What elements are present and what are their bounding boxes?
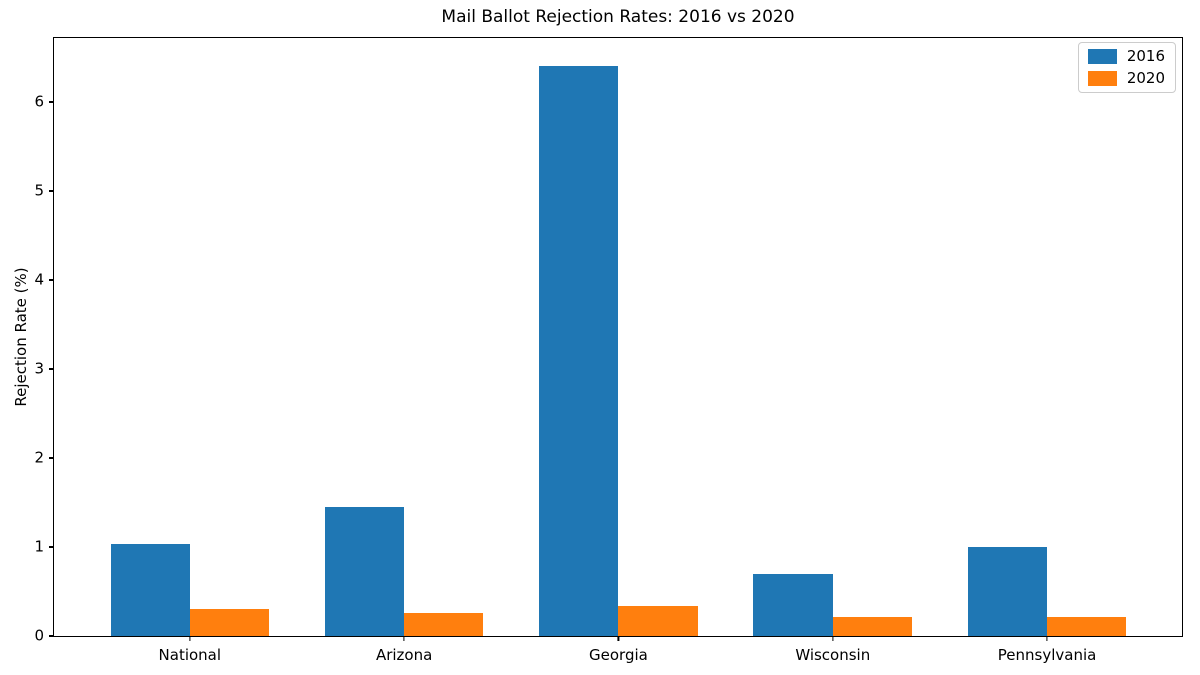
x-tick-label-pennsylvania: Pennsylvania [997, 646, 1097, 664]
legend-swatch-2020 [1087, 71, 1117, 86]
bar-2020-georgia [618, 605, 698, 636]
bar-2016-arizona [324, 506, 405, 636]
x-tick-label-georgia: Georgia [589, 646, 648, 664]
x-tick-mark-arizona [403, 636, 405, 641]
y-tick-mark-5 [49, 190, 54, 192]
legend-label-2020: 2020 [1126, 69, 1165, 87]
y-tick-label-0: 0 [34, 626, 44, 645]
y-tick-label-6: 6 [34, 92, 44, 111]
legend-swatch-2016 [1087, 49, 1117, 64]
bar-2016-national [110, 544, 190, 636]
y-tick-mark-3 [49, 368, 54, 370]
x-tick-label-arizona: Arizona [375, 646, 433, 664]
bar-2020-pennsylvania [1047, 617, 1127, 636]
y-tick-mark-2 [49, 457, 54, 459]
y-tick-label-1: 1 [34, 537, 44, 556]
legend: 2016 2020 [1077, 42, 1176, 93]
x-tick-mark-georgia [617, 636, 620, 641]
y-tick-mark-1 [49, 546, 54, 548]
plot-area: 2016 2020 0 1 2 3 4 5 6 National Arizona Georgia W… [34, 37, 1183, 664]
bar-2016-wisconsin [753, 573, 833, 636]
y-tick-mark-6 [49, 101, 54, 103]
bar-group-national [110, 38, 270, 636]
bar-group-georgia [539, 38, 698, 636]
bar-2016-pennsylvania [967, 547, 1048, 636]
y-tick-mark-0 [49, 635, 54, 637]
bar-group-arizona [324, 38, 484, 636]
y-tick-label-4: 4 [34, 270, 44, 289]
legend-entry-2016: 2016 [1087, 47, 1165, 65]
legend-label-2016: 2016 [1126, 47, 1165, 65]
x-tick-mark-wisconsin [832, 636, 834, 641]
bar-2020-national [189, 609, 270, 636]
bar-2016-georgia [539, 66, 619, 636]
x-tick-mark-national [189, 636, 191, 641]
x-tick-mark-pennsylvania [1046, 636, 1048, 641]
y-tick-mark-4 [49, 279, 54, 281]
bar-2020-wisconsin [832, 617, 913, 636]
y-axis-label: Rejection Rate (%) [12, 267, 30, 407]
x-tick-label-wisconsin: Wisconsin [795, 646, 871, 664]
x-tick-label-national: National [158, 646, 222, 664]
bar-group-pennsylvania [967, 38, 1127, 636]
legend-entry-2020: 2020 [1087, 69, 1165, 87]
y-tick-label-5: 5 [34, 181, 44, 200]
bar-2020-arizona [404, 612, 484, 636]
y-tick-label-2: 2 [34, 448, 44, 467]
y-tick-label-3: 3 [34, 359, 44, 378]
bar-group-wisconsin [753, 38, 913, 636]
chart-title: Mail Ballot Rejection Rates: 2016 vs 202… [441, 7, 795, 27]
